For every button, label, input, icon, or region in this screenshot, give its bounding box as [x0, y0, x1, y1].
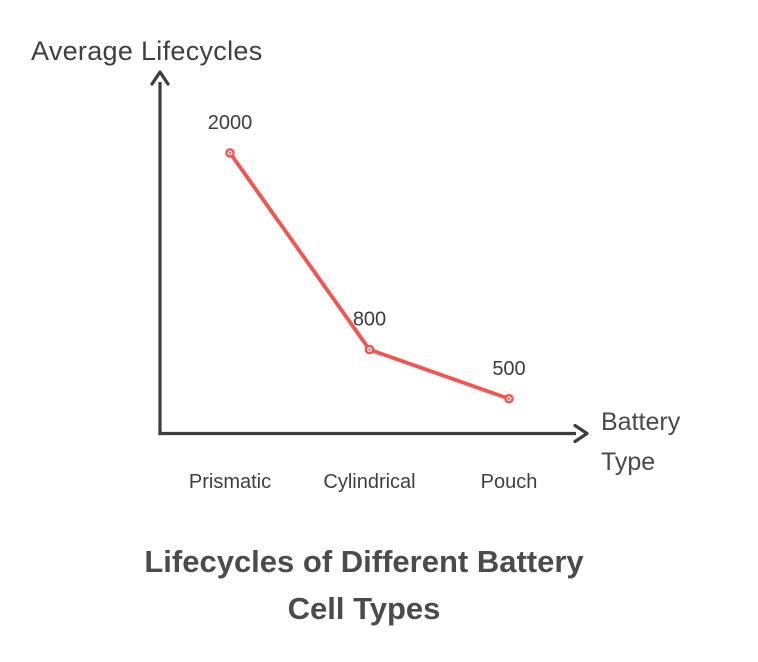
y-axis-title: Average Lifecycles: [31, 36, 263, 66]
trend-line: [228, 151, 511, 401]
data-point-inner-dot: [507, 397, 511, 400]
chart-title-line-2: Cell Types: [287, 591, 441, 626]
x-axis-title: Battery Type: [601, 402, 680, 482]
x-axis-title-line-1: Battery: [601, 408, 681, 436]
data-point-value-label: 500: [492, 358, 525, 380]
x-tick-label: Prismatic: [189, 471, 271, 493]
data-point-inner-dot: [368, 348, 371, 351]
chart-title-line-1: Lifecycles of Different Battery: [144, 544, 584, 579]
data-point-value-label: 2000: [208, 112, 253, 134]
x-axis-arrowhead: [573, 423, 589, 444]
data-point-value-label: 800: [353, 309, 386, 331]
chart-title: Lifecycles of Different Battery Cell Typ…: [0, 538, 728, 632]
data-point-inner-dot: [228, 151, 232, 155]
x-axis-title-line-2: Type: [601, 448, 656, 476]
y-axis-arrowhead: [150, 70, 170, 86]
x-tick-label: Cylindrical: [323, 471, 415, 493]
x-tick-label: Pouch: [481, 471, 538, 493]
